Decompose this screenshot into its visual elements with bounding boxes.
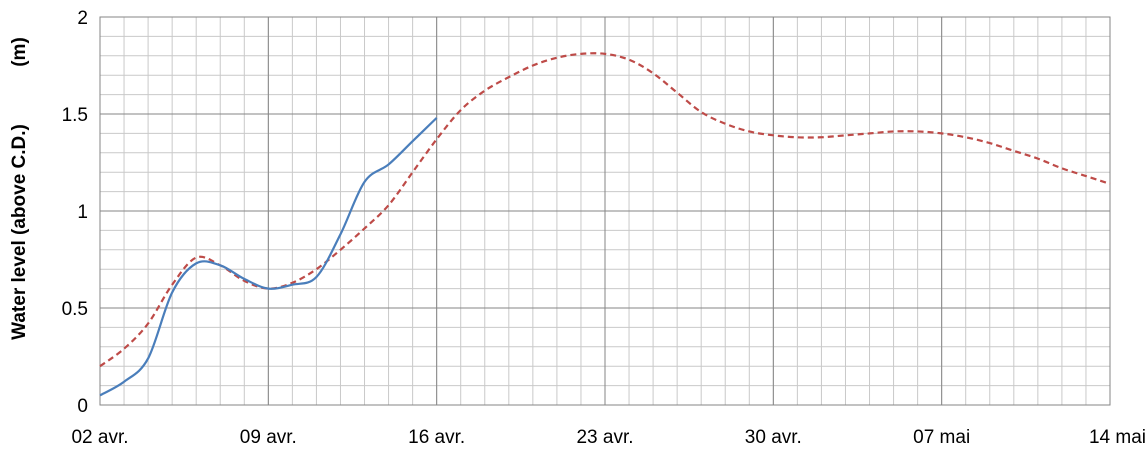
series-layer — [99, 52, 1111, 397]
x-tick-label: 30 avr. — [745, 427, 802, 448]
x-tick-label: 07 mai — [913, 427, 970, 448]
x-tick-label: 23 avr. — [576, 427, 633, 448]
y-tick-label: 2 — [77, 8, 88, 29]
y-axis-title: Water level (above C.D.) — [9, 124, 30, 340]
y-axis-unit: (m) — [9, 37, 30, 67]
x-tick-label: 09 avr. — [240, 427, 297, 448]
y-tick-label: 0 — [77, 396, 88, 417]
y-tick-label: 0.5 — [62, 299, 88, 320]
x-tick-labels: 02 avr. 09 avr. 16 avr. 23 avr. 30 avr. 07 ma… — [71, 427, 1146, 448]
y-tick-label: 1.5 — [62, 105, 88, 126]
x-tick-label: 16 avr. — [408, 427, 465, 448]
solid-series-line — [99, 117, 438, 397]
y-tick-label: 1 — [77, 202, 88, 223]
y-tick-labels: 0 0.5 1 1.5 2 — [62, 8, 88, 417]
dashed-series-line — [99, 52, 1111, 368]
x-tick-label: 02 avr. — [71, 427, 128, 448]
plot-frame — [99, 16, 1111, 406]
x-tick-label: 14 mai — [1089, 427, 1146, 448]
